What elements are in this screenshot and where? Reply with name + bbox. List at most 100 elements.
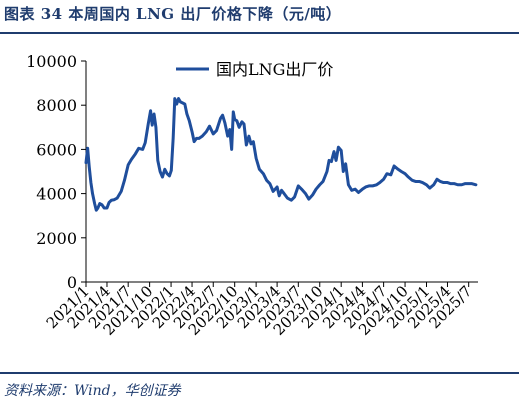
data-point (90, 181, 92, 184)
y-tick-label: 0 (67, 273, 77, 292)
data-point (386, 172, 388, 175)
data-point (297, 185, 300, 187)
y-tick-label: 8000 (36, 96, 77, 115)
data-point (364, 186, 367, 188)
data-point (379, 181, 381, 184)
data-point (116, 197, 119, 199)
source-rule (0, 372, 519, 374)
data-point (88, 166, 91, 168)
data-point (120, 190, 122, 193)
data-point (101, 203, 103, 206)
data-point (141, 148, 144, 151)
series-line (84, 97, 478, 212)
data-point (147, 123, 150, 125)
data-point (250, 143, 252, 145)
data-point (449, 182, 452, 185)
data-point (108, 201, 110, 204)
source-note: 资料来源：Wind，华创证券 (4, 383, 181, 399)
legend: 国内LNG出厂价 (176, 60, 333, 79)
data-point (361, 188, 364, 190)
data-point (411, 179, 414, 182)
data-point (230, 148, 233, 151)
data-point (425, 183, 428, 186)
data-point (173, 97, 176, 100)
data-point (347, 183, 350, 186)
data-point (276, 186, 278, 188)
data-point (375, 183, 378, 186)
data-point (442, 181, 445, 184)
data-point (368, 185, 371, 187)
data-point (315, 188, 317, 190)
data-point (397, 168, 399, 171)
data-point (144, 141, 146, 144)
data-point (166, 172, 168, 175)
data-point (123, 179, 126, 182)
data-point (248, 135, 250, 137)
data-point (232, 111, 235, 113)
data-point (471, 182, 473, 185)
data-point (172, 137, 174, 140)
data-point (330, 160, 333, 163)
data-point (153, 113, 155, 115)
data-point (235, 119, 238, 122)
data-point (221, 114, 224, 116)
data-point (95, 209, 98, 211)
data-point (149, 109, 152, 112)
data-point (421, 181, 424, 184)
data-point (243, 123, 245, 125)
legend-label: 国内LNG出厂价 (216, 60, 333, 79)
data-point (229, 128, 231, 131)
data-point (134, 153, 137, 155)
data-point (238, 126, 240, 129)
data-point (127, 164, 129, 166)
data-point (85, 161, 87, 164)
data-point (404, 172, 406, 175)
data-point (428, 187, 431, 189)
data-point (340, 149, 343, 152)
data-point (439, 180, 442, 183)
data-point (86, 147, 89, 150)
data-point (252, 140, 255, 143)
title-rule (0, 32, 519, 34)
data-point (193, 140, 195, 143)
data-point (382, 178, 385, 181)
data-point (337, 146, 340, 148)
data-point (414, 180, 417, 183)
data-point (103, 207, 105, 209)
data-point (159, 170, 161, 173)
figure-title: 图表 34 本周国内 LNG 出厂价格下降（元/吨） (4, 5, 342, 23)
data-point (226, 135, 229, 137)
data-point (357, 191, 360, 194)
data-point (286, 197, 289, 199)
data-point (179, 101, 182, 103)
data-point (460, 183, 463, 186)
data-point (328, 159, 330, 162)
data-point (98, 202, 101, 205)
data-point (219, 117, 222, 120)
data-point (91, 192, 94, 195)
y-tick-label: 4000 (36, 185, 77, 204)
data-point (278, 195, 281, 197)
data-point (311, 193, 314, 196)
data-point (137, 147, 140, 150)
data-point (195, 137, 198, 140)
data-point (177, 97, 180, 100)
data-point (464, 182, 466, 185)
data-point (262, 172, 265, 175)
data-point (205, 130, 208, 133)
data-point (188, 119, 191, 122)
data-point (175, 103, 178, 105)
data-point (354, 188, 356, 190)
data-point (283, 192, 285, 195)
data-point (113, 198, 115, 201)
data-point (233, 118, 236, 121)
data-point (418, 180, 421, 183)
data-point (475, 183, 477, 186)
data-point (212, 133, 215, 135)
data-point (155, 126, 157, 129)
data-point (300, 188, 303, 190)
data-point (453, 182, 456, 185)
data-point (456, 183, 459, 186)
data-point (168, 175, 171, 177)
data-point (335, 159, 337, 162)
